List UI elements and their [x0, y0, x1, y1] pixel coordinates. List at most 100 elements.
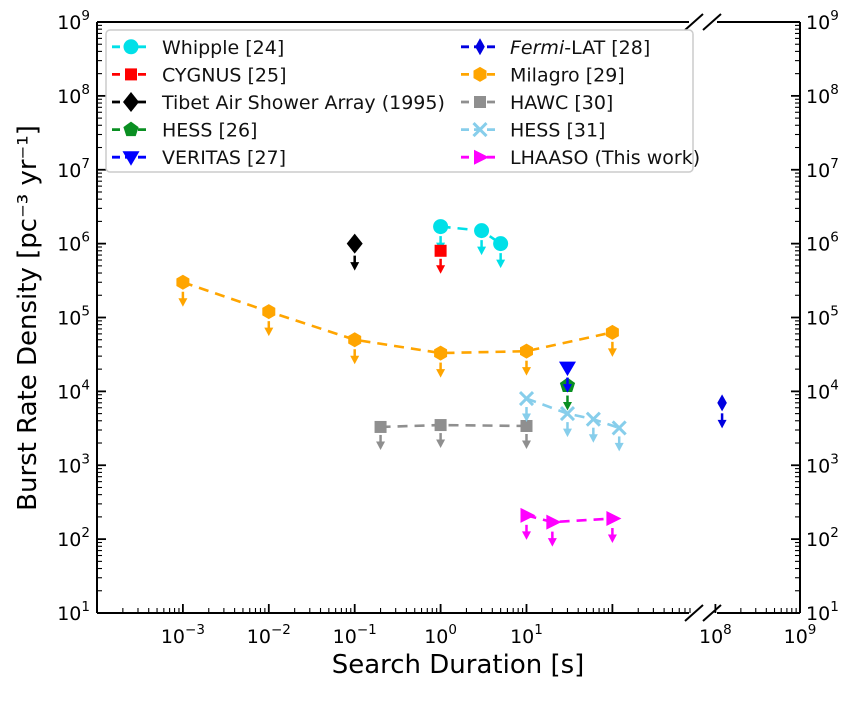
legend-item-veritas-27: VERITAS [27]	[112, 147, 286, 169]
legend-label: Fermi-LAT [28]	[510, 37, 650, 59]
legend-marker-veritas-27	[122, 151, 140, 166]
legend-label: Tibet Air Shower Array (1995)	[161, 92, 445, 114]
x-tick-label: 100	[424, 622, 457, 648]
arrow-head	[496, 259, 506, 269]
marker-whipple-24	[433, 219, 449, 235]
x-tick-label: 10−2	[247, 622, 291, 648]
upper-limit-arrow	[588, 427, 598, 443]
upper-limit-arrow	[562, 377, 572, 393]
series-hawc-30	[374, 419, 533, 450]
arrow-head	[521, 440, 531, 449]
arrow-head	[562, 428, 572, 438]
legend-marker-whipple-24	[123, 39, 139, 55]
y-tick-label-right: 103	[806, 451, 839, 477]
axes	[96, 13, 801, 622]
x-axis-label: Search Duration [s]	[331, 650, 585, 680]
marker-whipple-24	[474, 223, 490, 239]
upper-limit-arrow	[607, 341, 617, 357]
series-line	[182, 281, 613, 355]
y-tick-label-right: 102	[806, 525, 839, 551]
upper-limit-arrow	[496, 253, 506, 269]
arrow-head	[521, 413, 531, 423]
x-tick-label: 108	[699, 622, 732, 648]
legend-label: CYGNUS [25]	[162, 64, 286, 86]
legend-label: HAWC [30]	[510, 92, 613, 114]
y-tick-label-right: 109	[806, 8, 839, 34]
legend-box	[105, 29, 694, 173]
legend: Whipple [24] CYGNUS [25] Tibet Air Shower …	[105, 29, 700, 173]
upper-limit-arrow	[264, 321, 274, 337]
legend-marker-cygnus-25	[125, 68, 137, 81]
marker-hess-31	[518, 390, 535, 407]
y-tick-label-left: 106	[57, 230, 90, 256]
legend-item-milagro-29: Milagro [29]	[461, 64, 625, 86]
marker-hawc-30	[374, 420, 387, 433]
y-tick-label-right: 105	[806, 304, 839, 330]
series-cygnus-25	[434, 244, 447, 274]
y-tick-label-left: 103	[57, 451, 90, 477]
legend-label: Milagro [29]	[510, 64, 625, 86]
legend-label: Whipple [24]	[162, 37, 284, 59]
legend-marker-lhaaso-this-work	[474, 149, 489, 165]
series-milagro-29	[176, 274, 619, 378]
marker-lhaaso-this-work	[546, 514, 562, 530]
arrow-head	[436, 369, 446, 378]
y-tick-label-right: 107	[806, 156, 839, 182]
legend-marker-milagro-29	[473, 66, 487, 82]
y-tick-label-left: 102	[57, 525, 90, 551]
arrow-head	[477, 246, 487, 256]
marker-milagro-29	[605, 324, 619, 340]
legend-item-fermi-lat-28: Fermi-LAT [28]	[461, 37, 650, 59]
marker-milagro-29	[262, 304, 276, 320]
arrow-head	[521, 531, 531, 540]
series-fermi-lat-28	[717, 394, 727, 429]
arrow-head	[376, 441, 386, 450]
marker-lhaaso-this-work	[606, 511, 622, 527]
marker-hess-31	[611, 420, 627, 436]
upper-limit-arrow	[521, 433, 531, 449]
upper-limit-arrow	[607, 528, 617, 544]
arrow-head	[562, 402, 572, 411]
arrow-head	[264, 327, 274, 337]
marker-fermi-lat-28	[717, 394, 727, 412]
legend-marker-fermi-lat-28	[475, 38, 485, 56]
upper-limit-arrow	[521, 407, 531, 423]
arrow-head	[521, 367, 531, 376]
upper-limit-arrow	[614, 436, 624, 452]
upper-limit-arrow	[521, 524, 531, 540]
marker-milagro-29	[348, 332, 362, 348]
legend-marker-tibet-air-shower-array-1995	[123, 92, 139, 112]
arrow-head	[178, 298, 188, 307]
upper-limit-arrow	[350, 349, 360, 365]
legend-label: HESS [31]	[510, 120, 605, 142]
legend-label: LHAASO (This work)	[510, 147, 700, 169]
x-tick-label: 10−3	[161, 622, 205, 648]
y-tick-label-left: 109	[57, 8, 90, 34]
series-veritas-27	[558, 361, 576, 393]
legend-item-tibet-air-shower-array-1995: Tibet Air Shower Array (1995)	[112, 92, 445, 114]
arrow-head	[562, 384, 572, 393]
series-line	[380, 423, 527, 429]
marker-milagro-29	[520, 343, 533, 359]
y-tick-label-right: 104	[806, 377, 839, 403]
series-layer	[176, 219, 727, 547]
marker-tibet-air-shower-array-1995	[346, 233, 363, 254]
arrow-head	[717, 419, 727, 429]
marker-hawc-30	[520, 419, 533, 432]
arrow-head	[614, 442, 624, 452]
arrow-head	[436, 439, 446, 449]
upper-limit-arrow	[521, 360, 531, 376]
x-tick-label: 109	[784, 622, 817, 648]
marker-cygnus-25	[434, 244, 447, 257]
y-tick-label-left: 108	[57, 82, 90, 108]
marker-whipple-24	[493, 236, 509, 252]
y-tick-label-left: 104	[57, 377, 90, 403]
marker-lhaaso-this-work	[520, 507, 536, 523]
arrow-head	[350, 262, 360, 271]
legend-item-hess-31: HESS [31]	[461, 120, 605, 142]
marker-hawc-30	[434, 419, 447, 432]
legend-label: HESS [26]	[162, 120, 257, 142]
y-tick-label-right: 106	[806, 230, 839, 256]
